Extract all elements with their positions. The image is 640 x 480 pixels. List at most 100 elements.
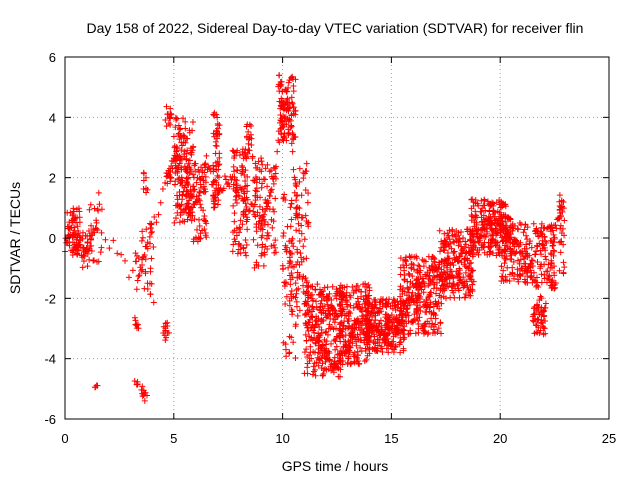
data-point: [312, 372, 319, 379]
data-point: [450, 280, 457, 287]
data-point: [288, 216, 295, 223]
data-point: [379, 349, 386, 356]
data-point: [486, 248, 493, 255]
data-point: [549, 227, 556, 234]
data-point: [290, 83, 297, 90]
data-point: [302, 331, 309, 338]
data-point: [317, 357, 324, 364]
data-point: [310, 363, 317, 370]
data-point: [214, 158, 221, 165]
data-point: [226, 183, 233, 190]
data-point: [514, 271, 521, 278]
data-point: [474, 214, 481, 221]
data-point: [371, 304, 378, 311]
data-point: [264, 221, 271, 228]
data-point: [235, 246, 242, 253]
data-point: [180, 209, 187, 216]
data-point: [383, 336, 390, 343]
data-point: [438, 244, 445, 251]
data-point: [438, 330, 445, 337]
data-point: [536, 240, 543, 247]
data-point: [181, 218, 188, 225]
data-point: [409, 273, 416, 280]
data-point: [95, 189, 102, 196]
y-tick-label: -2: [44, 291, 56, 306]
data-point: [493, 230, 500, 237]
data-point: [527, 274, 534, 281]
data-point: [446, 236, 453, 243]
data-point: [261, 176, 268, 183]
data-point: [397, 307, 404, 314]
data-point: [531, 251, 538, 258]
data-point: [473, 231, 480, 238]
data-point: [254, 242, 261, 249]
data-point: [425, 273, 432, 280]
data-point: [383, 345, 390, 352]
data-point: [303, 255, 310, 262]
data-point: [135, 273, 142, 280]
data-point: [76, 241, 83, 248]
data-point: [69, 219, 76, 226]
data-point: [550, 252, 557, 259]
data-point: [460, 245, 467, 252]
data-point: [432, 298, 439, 305]
data-point: [246, 207, 253, 214]
data-point: [200, 188, 207, 195]
data-point: [276, 88, 283, 95]
data-point: [172, 178, 179, 185]
data-point: [394, 298, 401, 305]
data-point: [339, 347, 346, 354]
data-point: [293, 290, 300, 297]
data-point: [532, 277, 539, 284]
data-point: [420, 289, 427, 296]
data-point: [414, 286, 421, 293]
data-point: [233, 232, 240, 239]
y-tick-label: 2: [49, 171, 56, 186]
data-point: [179, 191, 186, 198]
data-point: [210, 178, 217, 185]
data-point: [303, 346, 310, 353]
data-point: [416, 263, 423, 270]
data-point: [90, 257, 97, 264]
data-point: [450, 249, 457, 256]
data-point: [286, 349, 293, 356]
data-point: [69, 232, 76, 239]
data-point: [263, 235, 270, 242]
data-point: [87, 236, 94, 243]
data-point: [422, 308, 429, 315]
data-point: [200, 216, 207, 223]
data-point: [517, 256, 524, 263]
data-point: [446, 227, 453, 234]
data-point: [453, 268, 460, 275]
data-point: [541, 275, 548, 282]
data-point: [528, 272, 535, 279]
data-point: [185, 160, 192, 167]
data-point: [380, 331, 387, 338]
data-point: [69, 212, 76, 219]
data-point: [136, 272, 143, 279]
data-point: [185, 190, 192, 197]
data-point: [210, 168, 217, 175]
data-point: [272, 195, 279, 202]
data-point: [539, 241, 546, 248]
data-point: [427, 289, 434, 296]
data-point: [184, 169, 191, 176]
data-point: [521, 226, 528, 233]
data-point: [479, 205, 486, 212]
data-point: [74, 223, 81, 230]
data-point: [347, 302, 354, 309]
data-point: [467, 226, 474, 233]
data-point: [557, 222, 564, 229]
data-point: [138, 237, 145, 244]
data-point: [252, 213, 259, 220]
data-point: [162, 337, 169, 344]
data-point: [411, 316, 418, 323]
data-point: [197, 230, 204, 237]
data-point: [72, 215, 79, 222]
data-point: [393, 325, 400, 332]
data-point: [452, 285, 459, 292]
data-point: [487, 215, 494, 222]
data-point: [143, 226, 150, 233]
data-point: [184, 135, 191, 142]
data-point: [142, 389, 149, 396]
